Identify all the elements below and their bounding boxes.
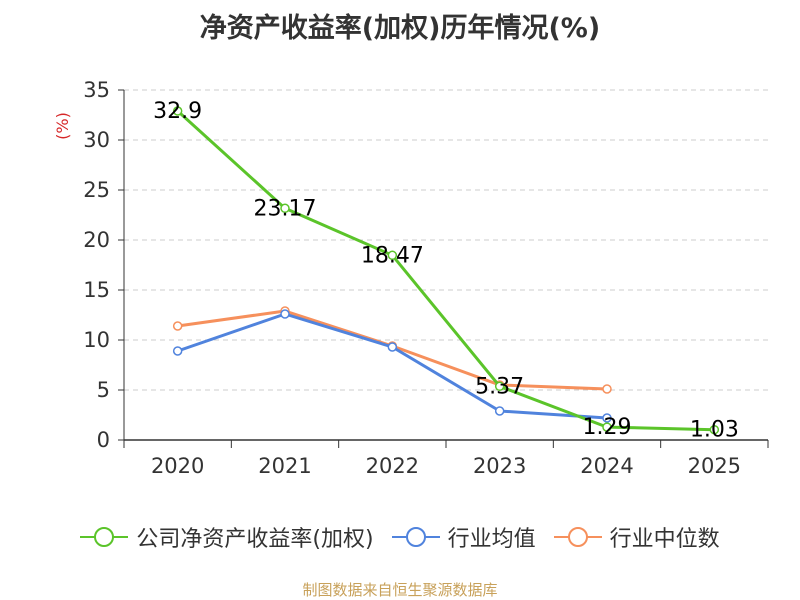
series-point-1 <box>280 309 290 319</box>
series-point-1 <box>387 342 398 352</box>
series-point-0 <box>280 203 290 214</box>
series-point-0 <box>709 424 720 435</box>
series-point-0 <box>387 250 398 261</box>
chart-title: 净资产收益率(加权)历年情况(%) <box>199 13 601 44</box>
series-line-0 <box>176 109 715 432</box>
legend-item-industry-mean[interactable]: 行业均值 <box>391 521 536 553</box>
x-tick-label: 2020 <box>151 454 204 478</box>
y-tick-label: 0 <box>97 428 110 452</box>
x-tick-label: 2023 <box>473 454 526 478</box>
x-tick-label: 2024 <box>580 454 633 478</box>
series-point-0 <box>172 106 183 116</box>
y-tick-label: 15 <box>83 278 110 302</box>
y-tick-label: 30 <box>83 128 110 152</box>
legend-label-company: 公司净资产收益率(加权) <box>136 527 374 552</box>
data-label: 1.03 <box>690 418 739 443</box>
data-label: 5.37 <box>475 374 524 399</box>
y-tick-label: 35 <box>83 78 110 102</box>
series-point-0 <box>602 422 612 432</box>
y-tick-label: 10 <box>83 328 110 352</box>
data-label: 32.9 <box>153 99 202 124</box>
series-point-0 <box>494 381 505 392</box>
legend-item-company[interactable]: 公司净资产收益率(加权) <box>80 521 374 553</box>
legend-label-industry-mean: 行业均值 <box>447 527 536 552</box>
series-point-2 <box>172 321 183 331</box>
legend: 公司净资产收益率(加权) 行业均值 行业中位数 <box>0 520 800 554</box>
x-tick-label: 2021 <box>258 454 311 478</box>
series-point-1 <box>602 413 612 423</box>
data-label: 1.29 <box>583 415 632 440</box>
y-tick-label: 5 <box>97 378 110 402</box>
series-point-1 <box>494 406 505 416</box>
legend-swatch-industry-mean <box>391 527 440 547</box>
legend-swatch-company <box>80 527 129 547</box>
y-axis-label: (%) <box>53 112 72 140</box>
source-note: 制图数据来自恒生聚源数据库 <box>302 581 498 599</box>
series-point-1 <box>172 346 183 356</box>
x-tick-label: 2025 <box>688 454 741 478</box>
y-tick-label: 25 <box>83 178 110 202</box>
series-point-2 <box>602 384 612 394</box>
legend-label-industry-median: 行业中位数 <box>609 527 720 552</box>
data-label: 23.17 <box>254 196 317 221</box>
y-tick-label: 20 <box>83 228 110 252</box>
data-label: 18.47 <box>361 243 424 268</box>
legend-swatch-industry-median <box>553 527 602 547</box>
legend-item-industry-median[interactable]: 行业中位数 <box>553 521 720 553</box>
x-tick-label: 2022 <box>366 454 419 478</box>
